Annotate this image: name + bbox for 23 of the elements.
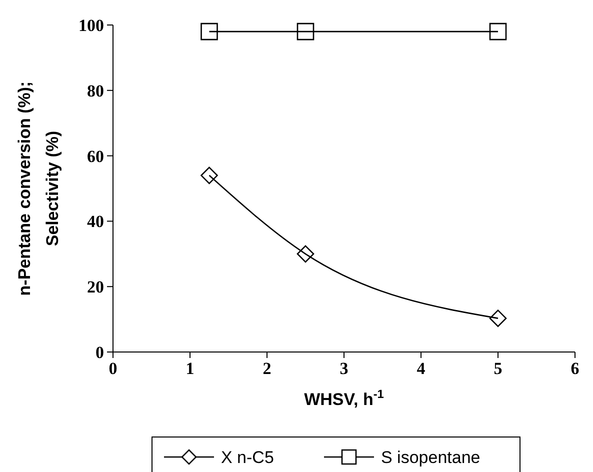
y-tick-label: 0 [96,342,104,362]
x-tick-label: 3 [340,359,348,378]
y-tick-label: 40 [87,212,104,232]
y-axis-title: n-Pentane conversion (%); Selectivity (%) [15,81,62,296]
point [200,166,218,184]
point [296,245,314,263]
x-tick-label: 4 [416,359,426,378]
x-tick-label: 0 [108,359,118,378]
point [489,310,507,327]
point [489,22,507,40]
x-tick-label: 6 [570,359,580,378]
x-tick-label: 2 [262,359,272,378]
y-tick-label: 100 [78,16,104,35]
x-axis-title: WHSV, h$^{-1}$ [304,387,384,409]
point [200,22,218,40]
x-tick-label: 1 [186,359,194,378]
y-tick-label: 20 [87,278,104,297]
x-tick-label: 5 [494,359,502,378]
legend-label: S isopentane [381,448,480,467]
legend-label: X n-C5 [221,448,274,467]
point [296,22,314,40]
y-tick-label: 60 [87,146,104,166]
y-tick-label: 80 [87,81,104,100]
